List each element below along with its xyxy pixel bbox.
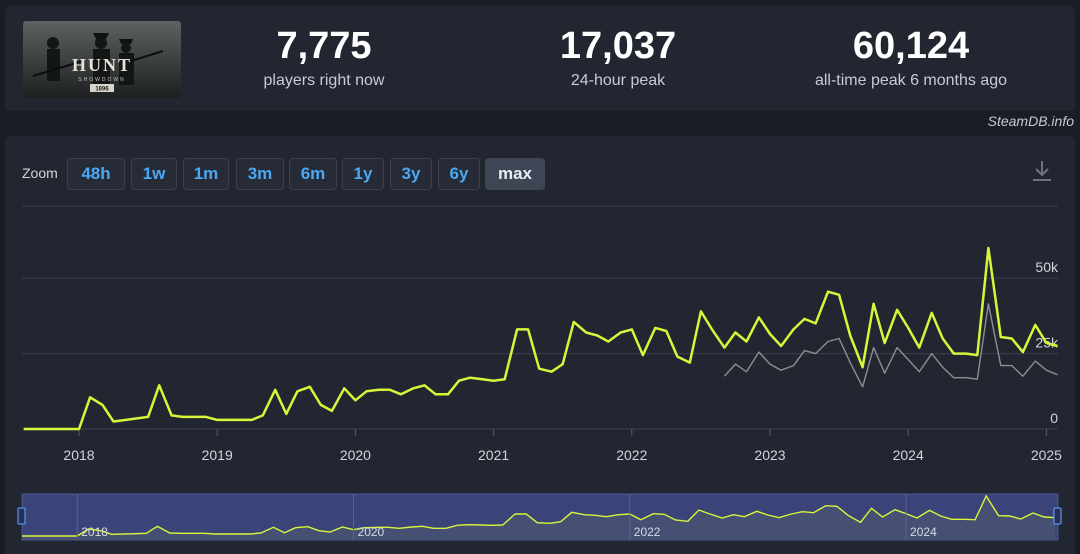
secondary-series-line [723, 303, 1058, 388]
zoom-button-1w[interactable]: 1w [131, 158, 177, 190]
zoom-button-max[interactable]: max [485, 158, 545, 190]
navigator-tick-label: 2020 [358, 525, 385, 539]
navigator-area [22, 496, 1056, 540]
game-logo-image[interactable]: HUNT SHOWDOWN 1896 [23, 21, 181, 98]
x-tick-label: 2018 [63, 447, 94, 463]
download-icon[interactable] [1029, 158, 1055, 184]
alltime-peak-value: 60,124 [852, 25, 970, 67]
navigator-tick-label: 2022 [634, 525, 661, 539]
x-tick-label: 2020 [340, 447, 371, 463]
navigator-tick-label: 2024 [910, 525, 937, 539]
stats-panel: HUNT SHOWDOWN 1896 7,775 players right n… [5, 5, 1075, 111]
zoom-button-6y[interactable]: 6y [438, 158, 480, 190]
zoom-button-3m[interactable]: 3m [236, 158, 284, 190]
current-players-stat: 7,775 players right now [174, 25, 474, 90]
x-tick-label: 2023 [754, 447, 785, 463]
alltime-peak-stat: 60,124 all-time peak 6 months ago [761, 25, 1061, 90]
zoom-button-1m[interactable]: 1m [183, 158, 229, 190]
navigator-line [22, 494, 1056, 537]
zoom-label: Zoom [22, 165, 58, 181]
peak-24h-label: 24-hour peak [570, 72, 666, 89]
game-logo-subtitle: SHOWDOWN [78, 77, 125, 83]
x-tick-label: 2025 [1031, 447, 1062, 463]
current-players-value: 7,775 [276, 25, 372, 67]
game-logo-badge: 1896 [95, 87, 109, 93]
navigator-handle-right[interactable] [1053, 507, 1062, 525]
y-tick-label: 50k [1035, 259, 1059, 275]
y-tick-label: 0 [1050, 410, 1058, 426]
alltime-peak-label: all-time peak 6 months ago [814, 72, 1008, 89]
zoom-button-48h[interactable]: 48h [67, 158, 125, 190]
x-tick-label: 2022 [616, 447, 647, 463]
players-series-line [23, 246, 1058, 431]
navigator-handle-left[interactable] [17, 507, 26, 525]
peak-24h-stat: 17,037 24-hour peak [468, 25, 768, 90]
x-tick-label: 2019 [202, 447, 233, 463]
steamdb-watermark[interactable]: SteamDB.info [987, 113, 1074, 129]
game-logo-title: HUNT [72, 55, 132, 75]
current-players-label: players right now [263, 72, 385, 89]
zoom-button-1y[interactable]: 1y [342, 158, 384, 190]
zoom-button-3y[interactable]: 3y [390, 158, 432, 190]
peak-24h-value: 17,037 [559, 25, 677, 67]
navigator-tick-label: 2018 [81, 525, 108, 539]
zoom-button-6m[interactable]: 6m [289, 158, 337, 190]
x-tick-label: 2024 [893, 447, 924, 463]
x-tick-label: 2021 [478, 447, 509, 463]
